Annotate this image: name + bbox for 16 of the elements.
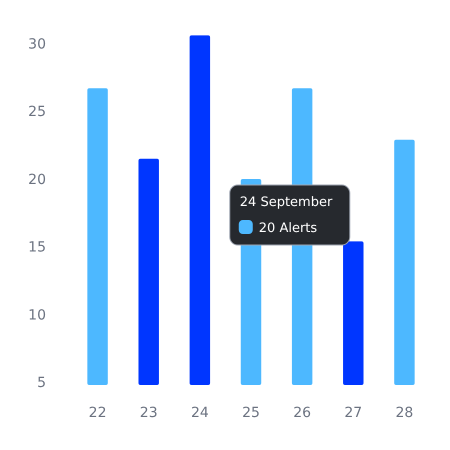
x-tick-label: 24 (190, 405, 209, 421)
y-tick-label: 25 (28, 104, 46, 120)
y-tick-label: 5 (37, 375, 46, 392)
x-tick-label: 25 (242, 405, 260, 421)
annotation: 20 Alerts (258, 221, 318, 236)
y-tick-label: 10 (28, 307, 46, 324)
x-tick-label: 27 (344, 405, 362, 421)
x-tick-label: 23 (140, 405, 158, 421)
x-tick-label: 28 (396, 405, 414, 421)
annotation: 24 September (240, 195, 333, 210)
x-tick-label: 26 (293, 405, 312, 421)
y-tick-label: 20 (28, 172, 46, 188)
x-tick-label: 22 (88, 405, 106, 421)
y-tick-label: 15 (28, 240, 46, 256)
y-tick-label: 30 (28, 36, 46, 52)
tooltip: 24 September 20 Alerts (229, 184, 350, 246)
